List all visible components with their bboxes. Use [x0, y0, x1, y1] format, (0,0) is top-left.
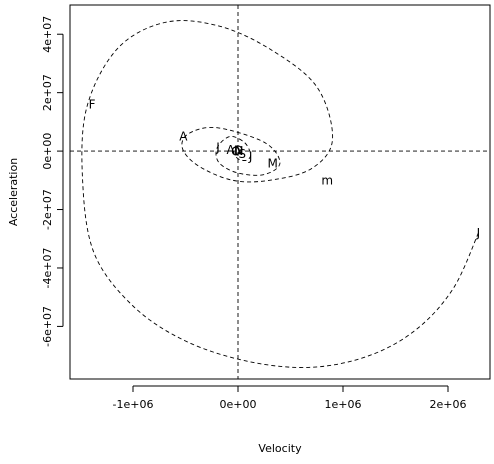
point-label: m: [321, 173, 333, 187]
y-axis-title: Acceleration: [7, 158, 20, 226]
point-label: N: [235, 144, 244, 158]
y-tick-label: 0e+00: [41, 133, 54, 170]
series-line-0: [81, 20, 479, 368]
point-label: A: [179, 129, 188, 143]
y-tick-label: 4e+07: [41, 16, 54, 53]
point-label: J: [215, 140, 220, 154]
y-tick-label: -4e+07: [41, 247, 54, 288]
y-tick-label: -2e+07: [41, 189, 54, 230]
point-label: M: [267, 157, 277, 171]
x-axis: -1e+06 0e+00 1e+06 2e+06: [113, 385, 467, 411]
reference-lines: [70, 5, 490, 379]
x-tick-label: 0e+00: [220, 398, 257, 411]
y-tick-label: -6e+07: [41, 306, 54, 347]
point-label: A: [227, 143, 236, 157]
plot-frame: [69, 4, 491, 380]
x-tick-label: -1e+06: [113, 398, 154, 411]
point-label: D: [234, 144, 243, 158]
point-label: O: [231, 145, 240, 159]
point-label: J: [248, 150, 253, 164]
plot-box: [69, 4, 491, 380]
y-tick-label: 2e+07: [41, 74, 54, 111]
point-label: S: [238, 147, 246, 161]
x-axis-title: Velocity: [258, 442, 302, 455]
x-tick-label: 2e+06: [430, 398, 467, 411]
x-tick-label: 1e+06: [325, 398, 362, 411]
y-axis: -6e+07 -4e+07 -2e+07 0e+00 2e+07 4e+07: [41, 16, 64, 347]
series-layer: [81, 20, 479, 368]
point-label: F: [89, 97, 96, 111]
point-label: J: [476, 226, 481, 240]
